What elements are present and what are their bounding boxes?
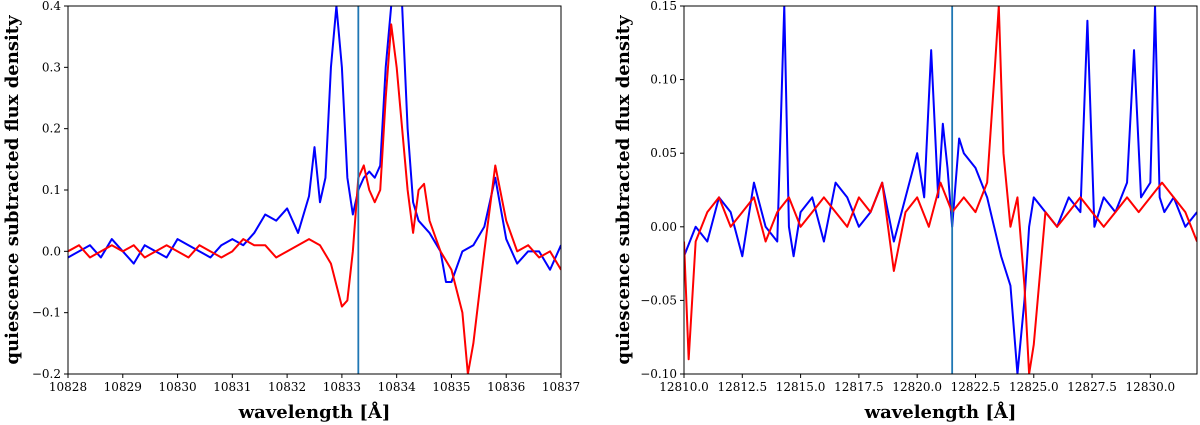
- axes-frame: [683, 5, 1198, 375]
- x-tick-label: 12820.0: [892, 380, 942, 394]
- blue-series-line: [684, 6, 1197, 374]
- y-tick-label: 0.15: [650, 0, 677, 13]
- x-tick-label: 12825.0: [1009, 380, 1059, 394]
- y-tick-label: 0.4: [42, 0, 61, 13]
- x-tick-label: 10837: [542, 380, 580, 394]
- x-tick-label: 10828: [49, 380, 87, 394]
- x-tick-label: 12822.5: [951, 380, 1001, 394]
- x-tick-label: 10829: [104, 380, 142, 394]
- axes-frame: [67, 5, 562, 375]
- red-series-line: [68, 23, 561, 374]
- y-tick-label: −0.10: [640, 367, 677, 381]
- x-tick-label: 12815.0: [776, 380, 826, 394]
- plot-area: [684, 6, 1197, 374]
- y-tick-label: −0.1: [32, 306, 61, 320]
- y-tick-label: 0.0: [42, 244, 61, 258]
- x-tick-label: 10836: [487, 380, 525, 394]
- red-series-line: [684, 6, 1197, 374]
- y-axis-label: quiescence subtracted flux density: [613, 15, 634, 365]
- x-tick-label: 10834: [378, 380, 417, 394]
- left-panel: 10828 10829 10830 10831 10832 10833 10834 10835…: [2, 0, 580, 423]
- y-tick-label: −0.05: [640, 293, 677, 307]
- y-tick-label: −0.2: [32, 367, 61, 381]
- x-tick-label: 10833: [323, 380, 361, 394]
- x-tick-label: 10830: [158, 380, 196, 394]
- x-tick-label: 12810.0: [659, 380, 709, 394]
- y-tick-label: 0.00: [650, 220, 677, 234]
- x-axis-label: wavelength [Å]: [864, 400, 1017, 423]
- x-tick-label: 10835: [432, 380, 470, 394]
- x-tick-label: 12830.0: [1126, 380, 1176, 394]
- y-tick-label: 0.2: [42, 122, 61, 136]
- x-axis-label: wavelength [Å]: [238, 400, 391, 423]
- blue-series-line: [68, 6, 561, 283]
- right-panel: 12810.0 12812.5 12815.0 12817.5 12820.0 12822…: [613, 0, 1198, 423]
- x-tick-label: 12827.5: [1067, 380, 1117, 394]
- y-tick-label: 0.3: [42, 60, 61, 74]
- x-tick-label: 12817.5: [834, 380, 884, 394]
- x-tick-label: 10832: [268, 380, 306, 394]
- plot-area: [68, 6, 561, 374]
- x-tick-label: 10831: [213, 380, 251, 394]
- x-tick-label: 12812.5: [717, 380, 767, 394]
- y-axis-label: quiescence subtracted flux density: [2, 15, 23, 365]
- y-tick-label: 0.10: [650, 73, 677, 87]
- y-tick-label: 0.05: [650, 146, 677, 160]
- y-tick-label: 0.1: [42, 183, 61, 197]
